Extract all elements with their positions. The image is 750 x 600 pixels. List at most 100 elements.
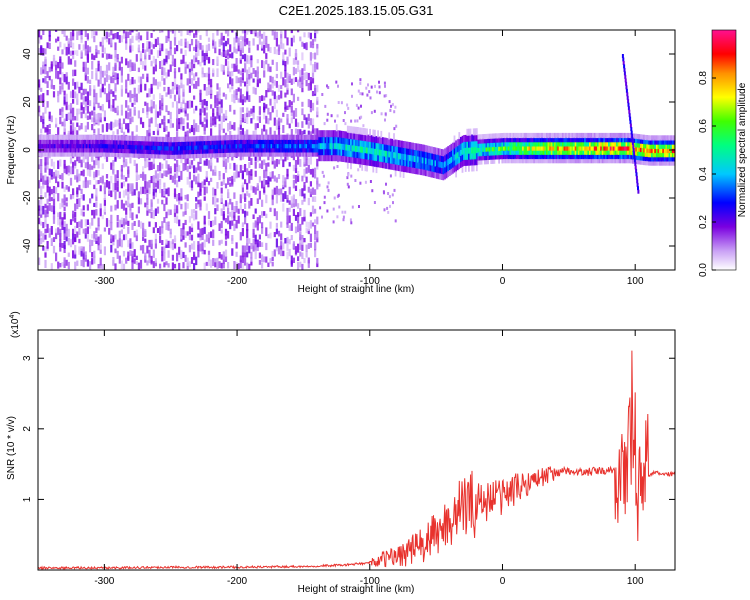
heatmap-cell: [394, 105, 397, 109]
heatmap-cell: [299, 76, 302, 82]
heatmap-cell: [288, 138, 290, 145]
heatmap-cell: [227, 123, 230, 132]
heatmap-cell: [541, 158, 543, 164]
heatmap-cell: [39, 151, 42, 157]
heatmap-cell: [373, 109, 376, 113]
heatmap-cell: [193, 33, 196, 38]
heatmap-cell: [282, 77, 285, 86]
heatmap-cell: [418, 143, 421, 151]
heatmap-cell: [116, 151, 118, 158]
heatmap-cell: [108, 139, 110, 145]
heatmap-cell: [263, 31, 266, 41]
heatmap-cell: [220, 187, 223, 194]
heatmap-cell: [261, 95, 264, 101]
heatmap-cell: [133, 62, 136, 71]
heatmap-cell: [129, 38, 132, 46]
heatmap-cell: [231, 175, 234, 185]
heatmap-cell: [129, 94, 132, 103]
heatmap-cell: [192, 140, 195, 146]
heatmap-cell: [162, 141, 164, 147]
heatmap-cell: [74, 69, 77, 76]
heatmap-cell: [299, 223, 302, 231]
heatmap-cell: [190, 140, 193, 146]
heatmap-cell: [154, 175, 157, 183]
heatmap-cell: [241, 263, 244, 269]
heatmap-cell: [397, 152, 400, 160]
heatmap-cell: [506, 141, 508, 147]
heatmap-cell: [509, 158, 512, 164]
heatmap-cell: [125, 58, 128, 66]
heatmap-cell: [212, 187, 215, 196]
heatmap-cell: [353, 126, 356, 134]
heatmap-cell: [244, 203, 247, 209]
heatmap-cell: [431, 146, 434, 154]
heatmap-cell: [565, 137, 567, 143]
heatmap-cell: [165, 149, 168, 155]
heatmap-cell: [491, 141, 494, 148]
heatmap-cell: [520, 132, 523, 139]
heatmap-cell: [324, 136, 327, 144]
heatmap-cell: [284, 177, 287, 186]
heatmap-cell: [93, 85, 96, 90]
heatmap-cell: [84, 151, 86, 157]
heatmap-cell: [423, 156, 426, 164]
heatmap-cell: [269, 75, 272, 83]
heatmap-cell: [627, 149, 629, 155]
heatmap-cell: [122, 234, 126, 241]
heatmap-cell: [69, 177, 73, 186]
heatmap-cell: [318, 183, 321, 187]
heatmap-cell: [589, 141, 591, 147]
heatmap-cell: [46, 176, 49, 185]
heatmap-cell: [224, 30, 228, 34]
heatmap-cell: [507, 132, 510, 139]
heatmap-cell: [431, 170, 434, 178]
heatmap-cell: [617, 137, 620, 143]
heatmap-cell: [111, 151, 114, 157]
heatmap-cell: [68, 147, 71, 153]
heatmap-cell: [252, 186, 255, 193]
heatmap-cell: [40, 221, 43, 226]
heatmap-cell: [248, 47, 251, 53]
heatmap-cell: [261, 211, 264, 216]
heatmap-cell: [314, 173, 317, 179]
heatmap-cell: [597, 158, 599, 164]
heatmap-cell: [488, 146, 491, 152]
heatmap-cell: [188, 72, 191, 79]
heatmap-cell: [550, 132, 553, 139]
heatmap-cell: [222, 173, 225, 180]
heatmap-cell: [146, 46, 149, 52]
heatmap-cell: [146, 130, 149, 138]
heatmap-cell: [154, 222, 157, 228]
heatmap-cell: [350, 144, 352, 152]
heatmap-cell: [55, 170, 58, 177]
heatmap-cell: [122, 160, 126, 168]
heatmap-cell: [265, 35, 268, 44]
heatmap-cell: [203, 53, 206, 62]
heatmap-cell: [250, 58, 253, 68]
heatmap-cell: [97, 264, 100, 269]
heatmap-cell: [378, 91, 381, 95]
heatmap-cell: [65, 197, 68, 202]
heatmap-cell: [579, 153, 582, 160]
heatmap-cell: [193, 241, 196, 250]
heatmap-cell: [199, 182, 202, 192]
heatmap-cell: [345, 137, 348, 145]
heatmap-cell: [135, 54, 138, 62]
heatmap-cell: [241, 73, 244, 81]
heatmap-cell: [69, 31, 73, 41]
heatmap-cell: [671, 139, 674, 145]
heatmap-cell: [428, 151, 430, 159]
heatmap-cell: [423, 162, 426, 170]
heatmap-cell: [331, 148, 333, 156]
heatmap-cell: [307, 99, 310, 108]
heatmap-cell: [386, 156, 389, 164]
heatmap-cell: [92, 138, 94, 145]
heatmap-cell: [105, 218, 109, 227]
heatmap-cell: [673, 143, 675, 149]
heatmap-cell: [574, 145, 577, 151]
heatmap-cell: [625, 149, 628, 155]
heatmap-cell: [227, 230, 230, 239]
heatmap-cell: [387, 210, 390, 214]
heatmap-cell: [246, 223, 249, 231]
heatmap-cell: [59, 41, 62, 48]
